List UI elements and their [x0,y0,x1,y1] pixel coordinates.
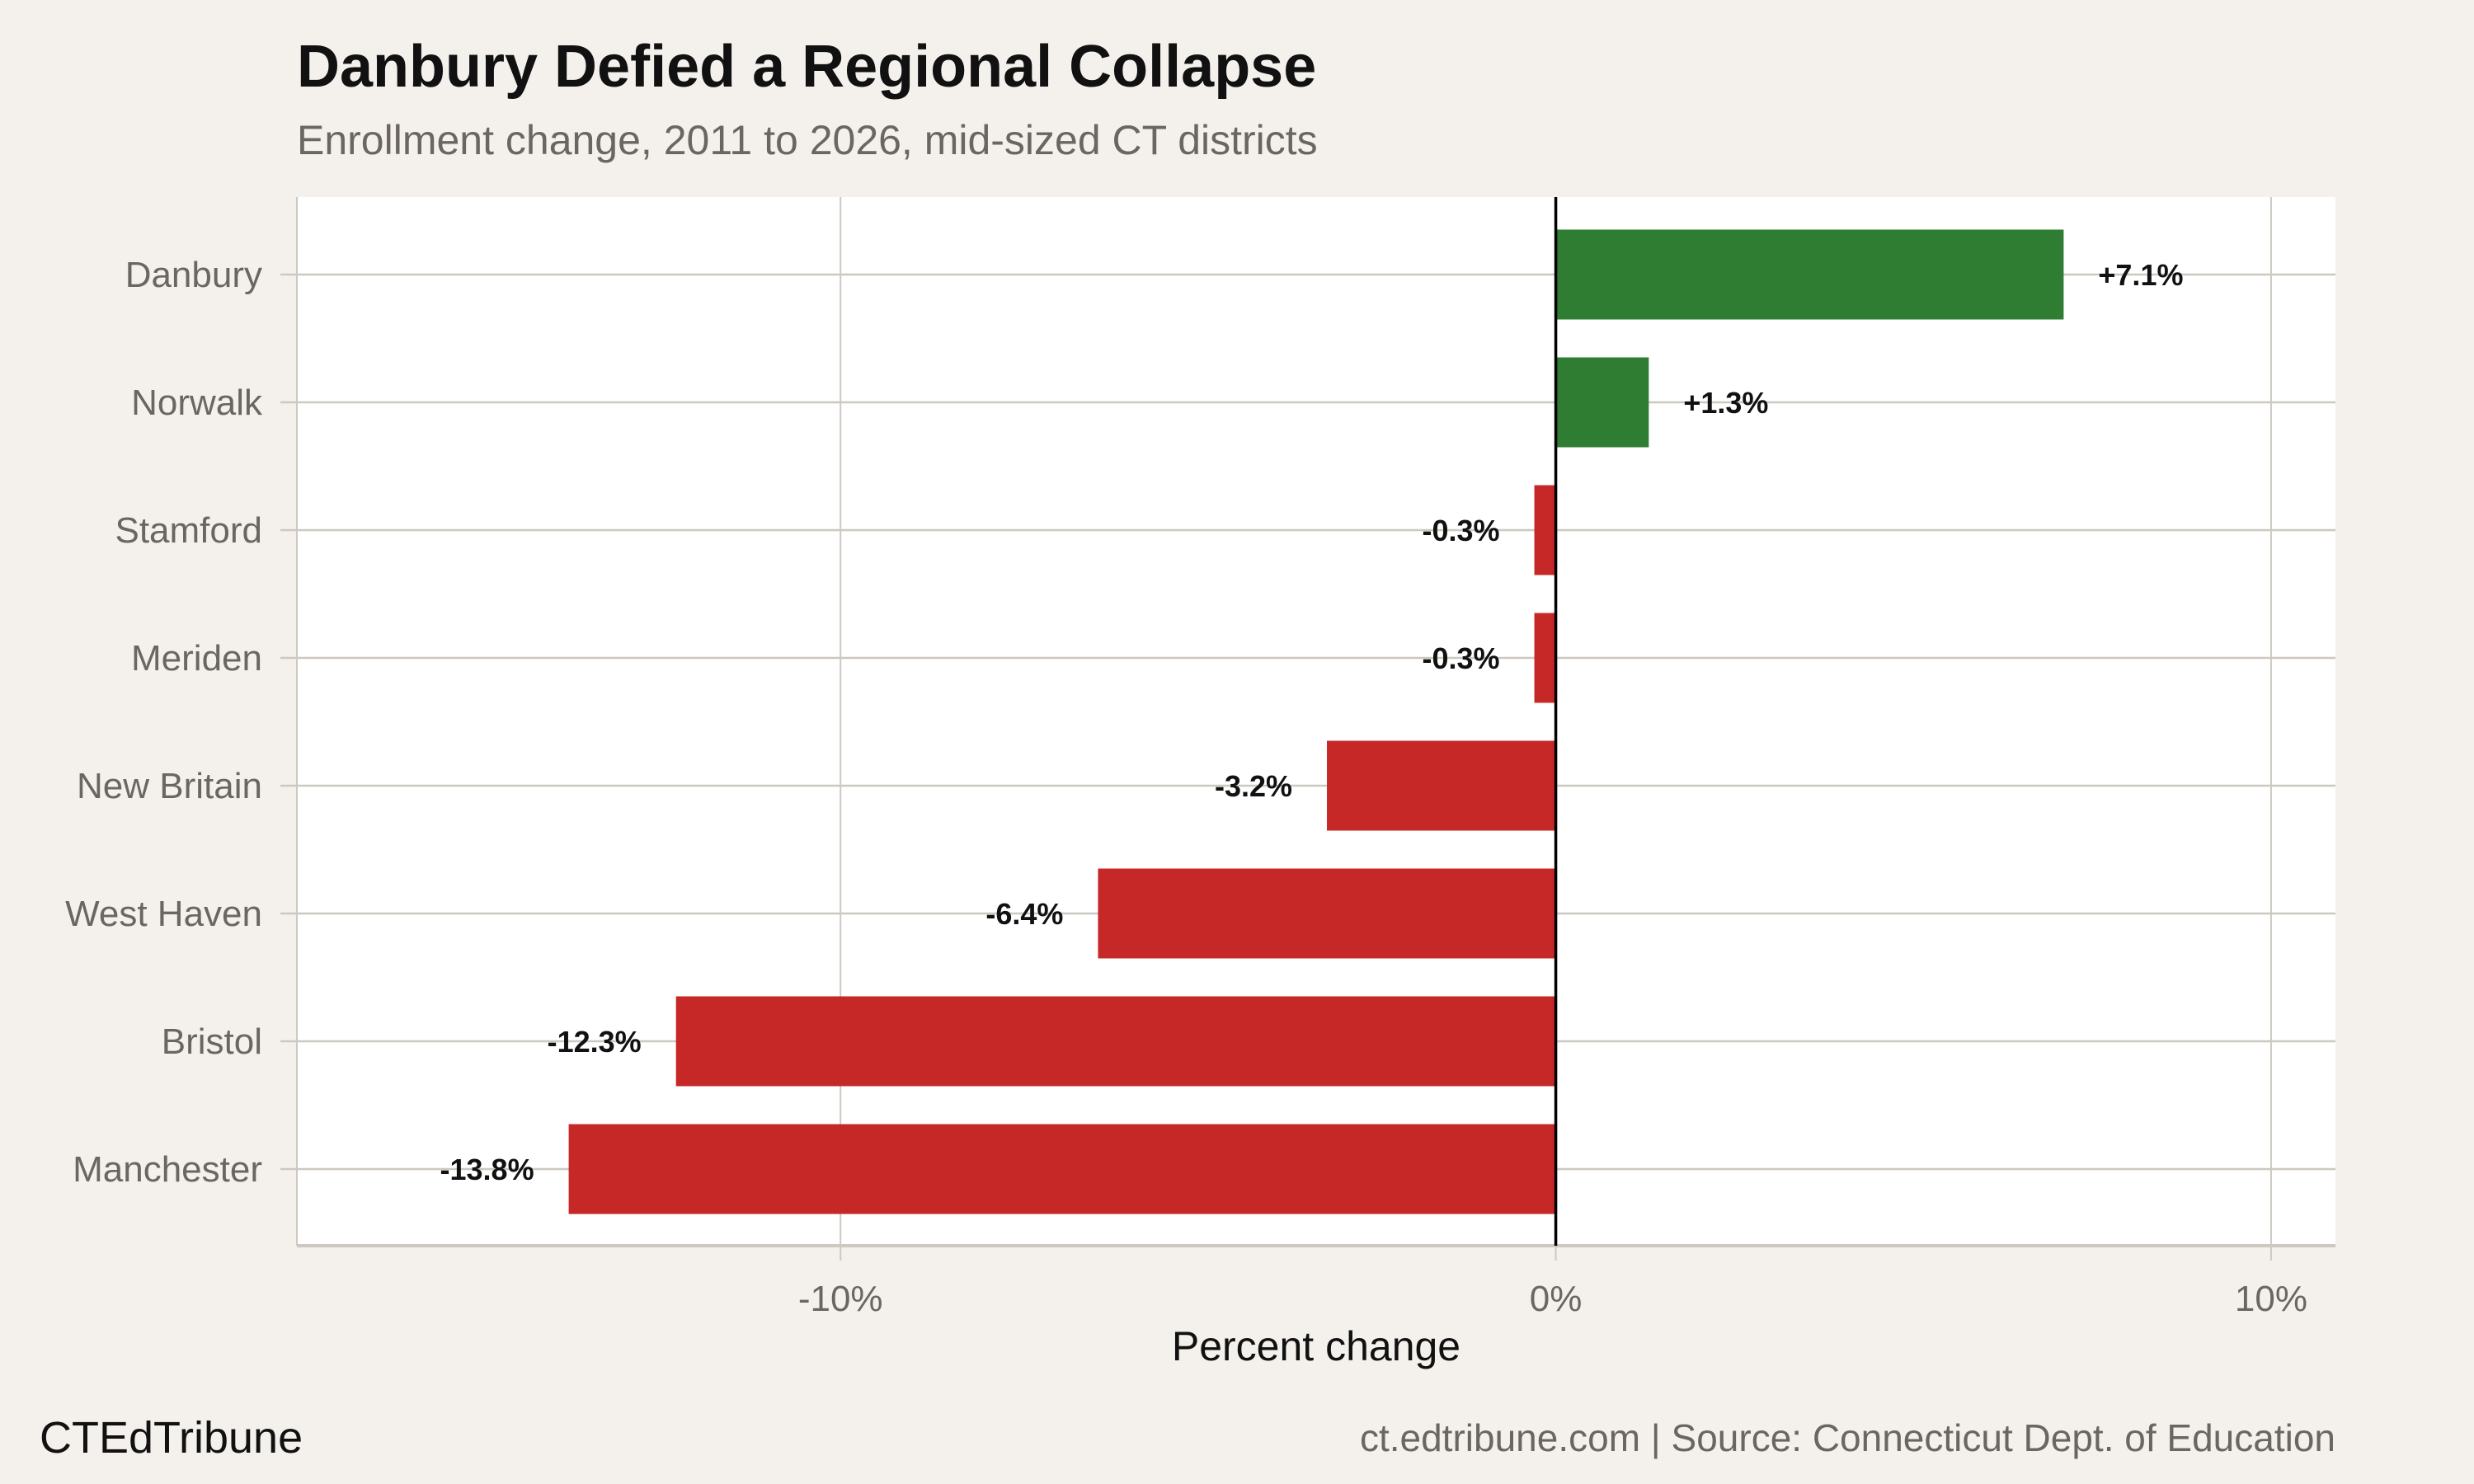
category-label: Norwalk [131,383,263,423]
category-label: Meriden [131,638,262,679]
bar [1098,868,1556,959]
data-label: -0.3% [1423,641,1500,675]
x-axis-title: Percent change [1172,1323,1460,1369]
chart-subtitle: Enrollment change, 2011 to 2026, mid-siz… [297,117,1318,163]
brand-logo-text: CTEdTribune [40,1413,303,1463]
category-label: Manchester [73,1149,262,1190]
x-tick-label: 10% [2235,1279,2307,1319]
data-label: -12.3% [548,1025,642,1059]
source-note: ct.edtribune.com | Source: Connecticut D… [1360,1416,2335,1459]
bar [1327,740,1556,831]
x-tick-labels: -10% 0% 10% [798,1279,2307,1319]
bar [1555,229,2064,320]
bar [1534,485,1556,575]
data-label: -6.4% [985,897,1063,931]
category-labels: Danbury Norwalk Stamford Meriden New Britain… [65,255,263,1190]
data-label: -0.3% [1423,514,1500,547]
bar [675,996,1556,1087]
data-label: +1.3% [1683,386,1768,420]
bars: +7.1% +1.3% -0.3% -0.3% -3.2% -6.4% -12.3% -13.… [440,197,2183,1246]
x-tick-label: 0% [1530,1279,1583,1319]
bar [568,1124,1556,1214]
data-label: -3.2% [1215,769,1292,803]
chart-title: Danbury Defied a Regional Collapse [297,34,1316,100]
category-label: West Haven [65,894,262,934]
bar [1555,357,1649,448]
category-label: Stamford [115,510,262,551]
plot-panel [297,197,2335,1246]
data-label: +7.1% [2098,258,2183,292]
category-label: New Britain [77,766,262,806]
data-label: -13.8% [440,1153,534,1186]
x-tick-label: -10% [798,1279,883,1319]
category-label: Bristol [162,1021,262,1062]
bar [1534,613,1556,703]
category-label: Danbury [125,255,262,295]
